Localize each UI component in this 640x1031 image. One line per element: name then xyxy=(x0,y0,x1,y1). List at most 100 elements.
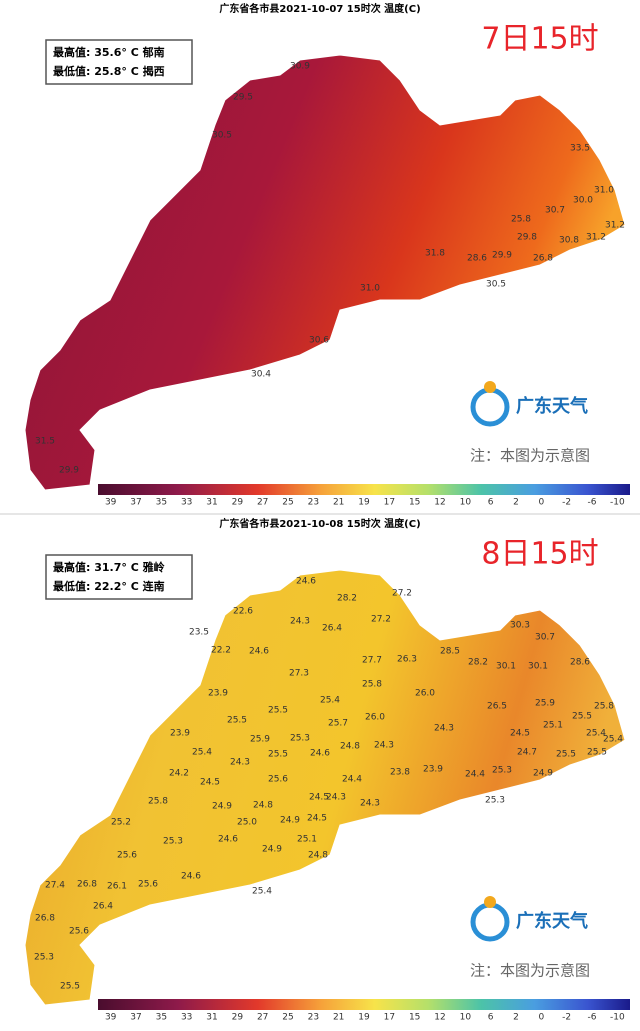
stats-box xyxy=(45,39,193,85)
station-value: 25.5 xyxy=(556,750,576,760)
station-value: 26.5 xyxy=(487,702,507,712)
colorbar-label: 31 xyxy=(206,1013,217,1023)
station-value: 25.4 xyxy=(320,696,340,706)
station-value: 24.6 xyxy=(181,872,201,882)
station-value: 23.5 xyxy=(189,628,209,638)
station-value: 31.0 xyxy=(360,284,380,294)
station-value: 31.2 xyxy=(605,221,625,231)
station-value: 26.0 xyxy=(365,713,385,723)
station-value: 28.2 xyxy=(337,594,357,604)
station-value: 29.9 xyxy=(59,466,79,476)
map-note: 注：本图为示意图 xyxy=(470,962,590,980)
station-value: 31.0 xyxy=(594,186,614,196)
station-value: 24.5 xyxy=(200,778,220,788)
station-value: 25.1 xyxy=(543,721,563,731)
colorbar-label: 25 xyxy=(282,498,293,508)
station-value: 25.4 xyxy=(192,748,212,758)
station-value: 25.8 xyxy=(511,215,531,225)
colorbar-label: 27 xyxy=(257,498,268,508)
colorbar-label: 25 xyxy=(282,1013,293,1023)
station-value: 24.4 xyxy=(465,770,485,780)
station-value: 26.4 xyxy=(93,902,113,912)
station-value: 27.2 xyxy=(392,589,412,599)
colorbar-label: 12 xyxy=(434,1013,445,1023)
station-value: 25.5 xyxy=(572,712,592,722)
station-value: 25.9 xyxy=(250,735,270,745)
station-value: 24.9 xyxy=(262,845,282,855)
station-value: 23.9 xyxy=(208,689,228,699)
colorbar-label: 21 xyxy=(333,498,344,508)
station-value: 22.2 xyxy=(211,646,231,656)
station-value: 26.8 xyxy=(35,914,55,924)
station-value: 24.6 xyxy=(310,749,330,759)
station-value: 29.5 xyxy=(233,93,253,103)
station-value: 24.5 xyxy=(309,793,329,803)
station-value: 24.9 xyxy=(533,769,553,779)
station-value: 24.6 xyxy=(249,647,269,657)
station-value: 31.5 xyxy=(35,437,55,447)
stats-box xyxy=(45,554,193,600)
station-value: 25.5 xyxy=(227,716,247,726)
station-value: 31.2 xyxy=(586,233,606,243)
station-value: 28.6 xyxy=(467,254,487,264)
logo-sun xyxy=(484,381,496,393)
station-value: 31.8 xyxy=(425,249,445,259)
station-value: 30.6 xyxy=(309,336,329,346)
colorbar-label: -2 xyxy=(562,1013,571,1023)
station-value: 24.5 xyxy=(510,729,530,739)
station-value: 23.9 xyxy=(170,729,190,739)
station-value: 25.8 xyxy=(148,797,168,807)
station-value: 23.8 xyxy=(390,768,410,778)
station-value: 30.9 xyxy=(290,62,310,72)
time-label: 8日15时 xyxy=(481,537,598,572)
colorbar-label: 6 xyxy=(488,498,494,508)
colorbar-label: 29 xyxy=(232,1013,244,1023)
colorbar-label: 33 xyxy=(181,1013,192,1023)
map-title: 广东省各市县2021-10-08 15时次 温度(C) xyxy=(219,517,420,530)
station-value: 30.5 xyxy=(212,131,232,141)
station-value: 30.7 xyxy=(545,206,565,216)
station-value: 27.7 xyxy=(362,656,382,666)
station-value: 25.3 xyxy=(492,766,512,776)
colorbar-label: -10 xyxy=(610,1013,625,1023)
station-value: 25.0 xyxy=(237,818,257,828)
station-value: 25.4 xyxy=(603,735,623,745)
station-value: 24.4 xyxy=(342,775,362,785)
station-value: 24.8 xyxy=(253,801,273,811)
station-value: 26.8 xyxy=(533,254,553,264)
colorbar-label: 27 xyxy=(257,1013,268,1023)
station-value: 27.4 xyxy=(45,881,65,891)
colorbar-label: -2 xyxy=(562,498,571,508)
station-value: 26.1 xyxy=(107,882,127,892)
colorbar-label: 15 xyxy=(409,1013,420,1023)
min-value: 最低值: 25.8° C 揭西 xyxy=(53,64,165,78)
station-value: 24.6 xyxy=(218,835,238,845)
station-value: 25.6 xyxy=(69,927,89,937)
station-value: 24.6 xyxy=(296,577,316,587)
colorbar xyxy=(98,484,630,495)
station-value: 24.2 xyxy=(169,769,189,779)
station-value: 27.2 xyxy=(371,615,391,625)
colorbar xyxy=(98,999,630,1010)
station-value: 24.9 xyxy=(280,816,300,826)
station-value: 25.3 xyxy=(290,734,310,744)
station-value: 25.9 xyxy=(535,699,555,709)
map-note: 注：本图为示意图 xyxy=(470,447,590,465)
colorbar-label: 19 xyxy=(358,498,370,508)
station-value: 28.5 xyxy=(440,647,460,657)
station-value: 25.6 xyxy=(117,851,137,861)
logo-sun xyxy=(484,896,496,908)
station-value: 28.6 xyxy=(570,658,590,668)
station-value: 26.3 xyxy=(397,655,417,665)
station-value: 24.3 xyxy=(434,724,454,734)
station-value: 30.7 xyxy=(535,633,555,643)
station-value: 30.1 xyxy=(496,662,516,672)
station-value: 24.7 xyxy=(517,748,537,758)
colorbar-label: 12 xyxy=(434,498,445,508)
colorbar-label: 10 xyxy=(460,1013,472,1023)
colorbar-label: 35 xyxy=(156,1013,167,1023)
logo-text: 广东天气 xyxy=(516,910,588,932)
